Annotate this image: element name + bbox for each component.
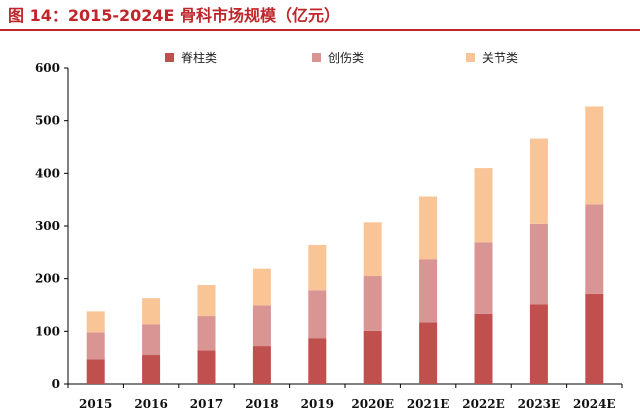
- y-tick-label: 600: [35, 61, 60, 75]
- x-tick-label: 2018: [245, 397, 278, 411]
- bar-segment: [86, 359, 105, 384]
- chart-title: 图 14：2015-2024E 骨科市场规模（亿元）: [8, 6, 341, 25]
- x-tick-label: 2021E: [407, 397, 450, 411]
- bar-segment: [197, 284, 216, 317]
- y-tick-label: 100: [35, 324, 60, 338]
- x-tick-label: 2024E: [573, 397, 616, 411]
- bar-segment: [142, 324, 161, 356]
- y-tick-label: 500: [35, 114, 60, 128]
- x-tick-label: 2017: [190, 397, 223, 411]
- bar-segment: [363, 330, 382, 384]
- y-tick-label: 300: [35, 219, 60, 233]
- legend-label-trauma: 创伤类: [328, 51, 365, 65]
- title-divider: [0, 29, 640, 31]
- bar-segment: [86, 332, 105, 360]
- bar-segment: [308, 244, 327, 291]
- bar-segment: [308, 290, 327, 339]
- bar-segment: [529, 138, 548, 224]
- bar-segment: [142, 298, 161, 325]
- x-tick-label: 2015: [79, 397, 112, 411]
- x-tick-label: 2016: [134, 397, 167, 411]
- legend-item-spine: 脊柱类: [165, 49, 217, 66]
- legend: 脊柱类 创伤类 关节类: [0, 49, 640, 67]
- bar-segment: [142, 355, 161, 384]
- bar-segment: [474, 242, 493, 314]
- bar-segment: [252, 346, 271, 384]
- bar-segment: [474, 168, 493, 243]
- bar-segment: [419, 259, 438, 323]
- bar-segment: [252, 305, 271, 347]
- x-tick-label: 2019: [301, 397, 334, 411]
- x-tick-label: 2020E: [351, 397, 394, 411]
- legend-item-trauma: 创伤类: [312, 49, 364, 66]
- bar-segment: [529, 304, 548, 384]
- legend-label-spine: 脊柱类: [181, 51, 218, 65]
- legend-item-joint: 关节类: [466, 49, 518, 66]
- bar-segment: [197, 316, 216, 351]
- y-tick-label: 400: [35, 166, 60, 180]
- bar-segment: [363, 222, 382, 277]
- x-tick-label: 2022E: [462, 397, 505, 411]
- x-tick-label: 2023E: [518, 397, 561, 411]
- y-tick-label: 200: [35, 272, 60, 286]
- bar-segment: [197, 350, 216, 384]
- bar-segment: [419, 196, 438, 260]
- bar-segment: [585, 293, 604, 384]
- y-tick-label: 0: [52, 377, 60, 391]
- legend-label-joint: 关节类: [482, 51, 519, 65]
- bar-segment: [308, 338, 327, 384]
- bar-segment: [252, 268, 271, 306]
- bar-segment: [529, 223, 548, 305]
- bar-segment: [585, 204, 604, 294]
- bar-segment: [86, 311, 105, 333]
- bar-segment: [363, 276, 382, 331]
- bar-segment: [419, 322, 438, 384]
- bar-segment: [585, 106, 604, 205]
- legend-swatch-spine: [165, 53, 174, 62]
- legend-swatch-joint: [466, 53, 475, 62]
- bar-segment: [474, 313, 493, 384]
- legend-swatch-trauma: [312, 53, 321, 62]
